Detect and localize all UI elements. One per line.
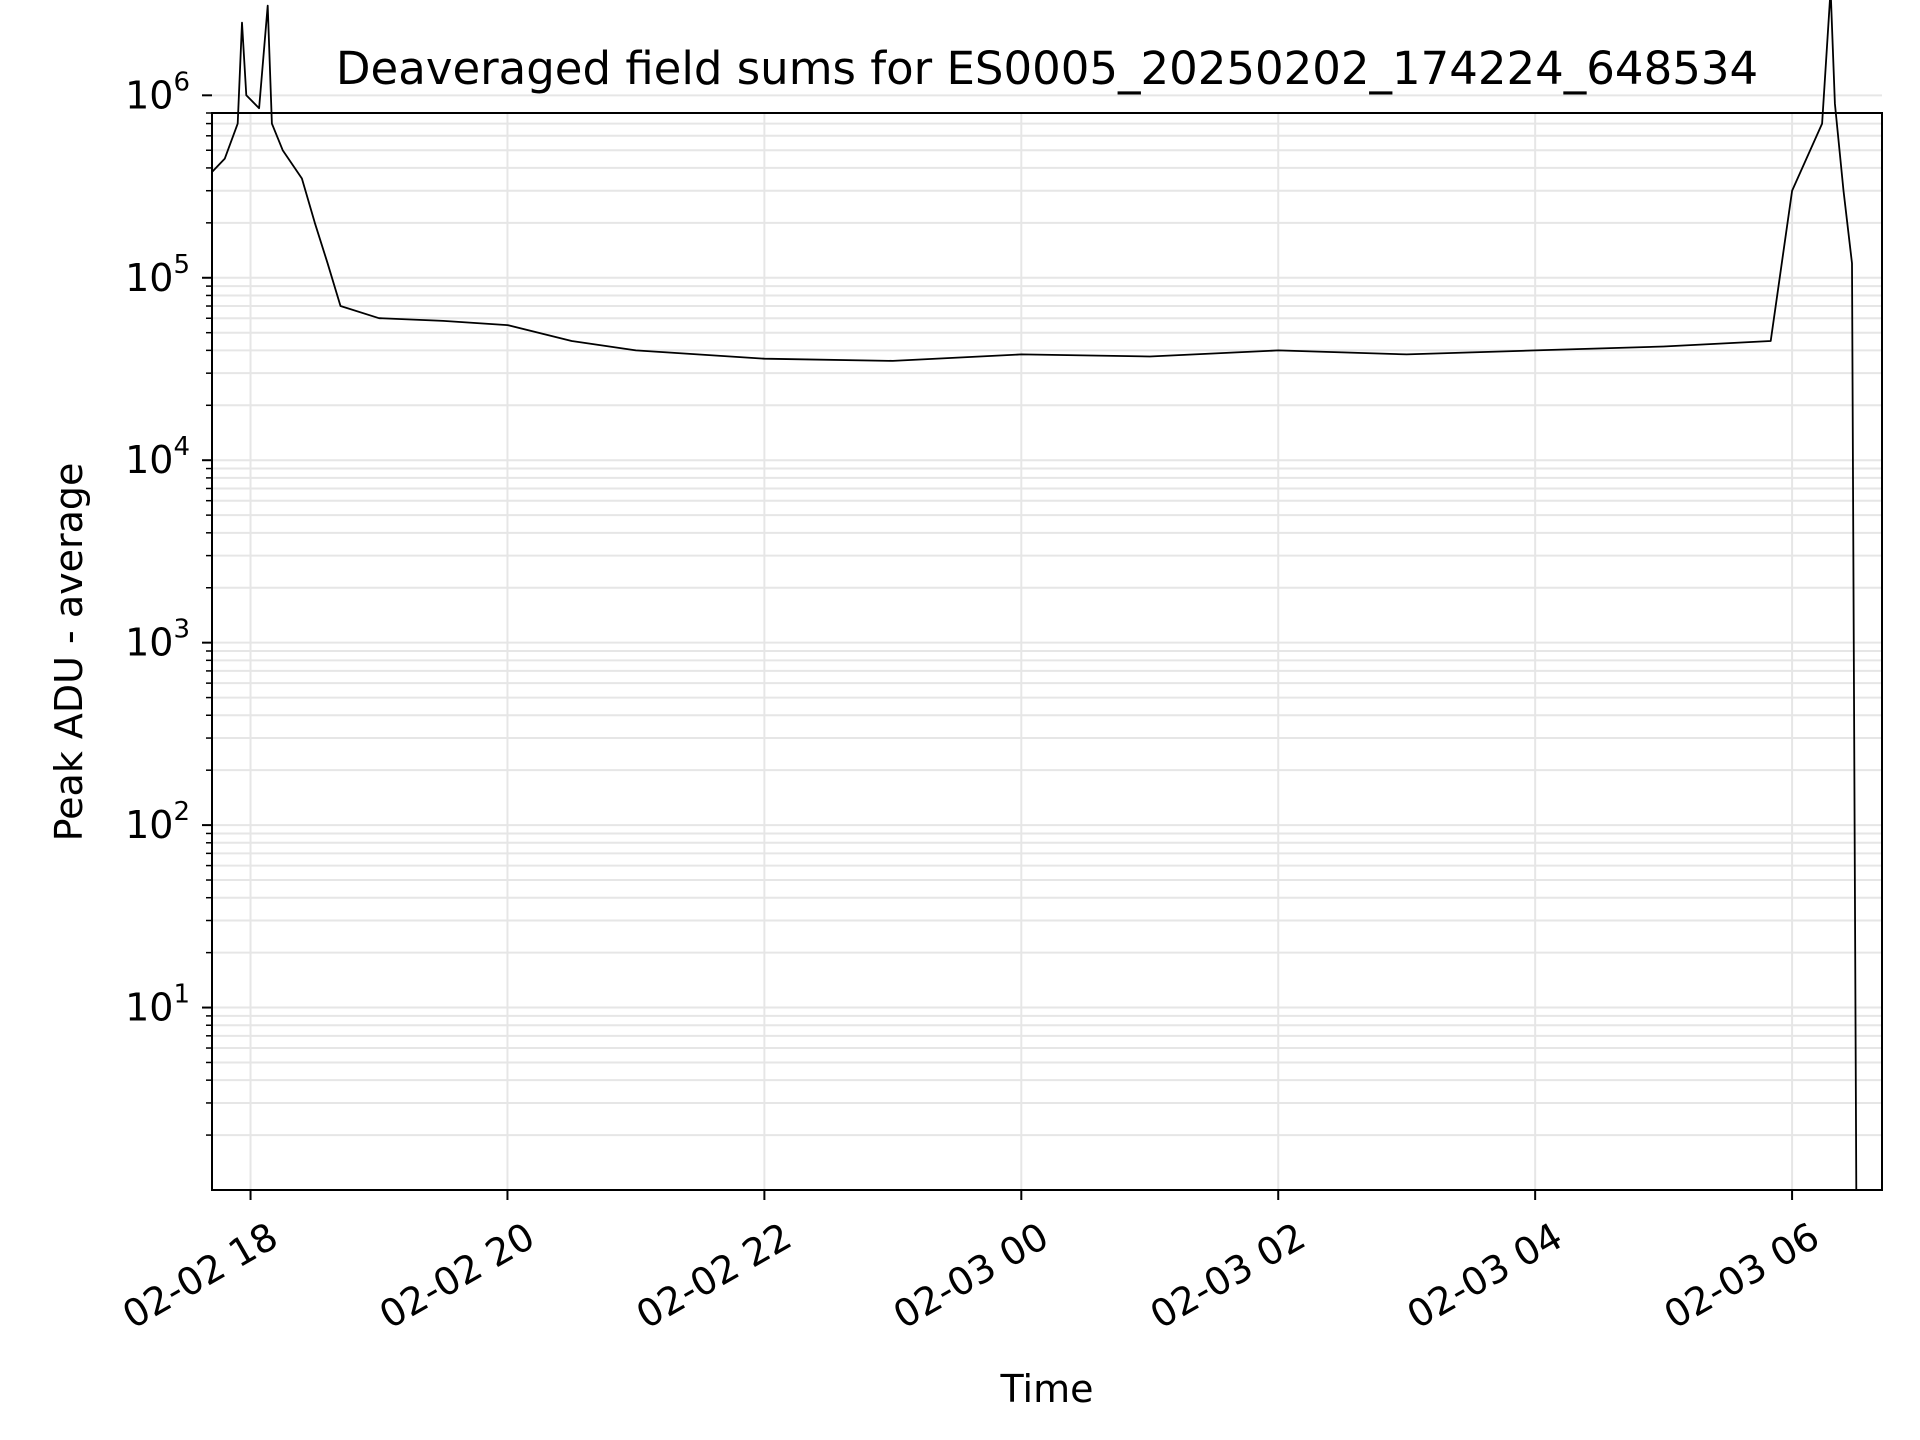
y-tick-label: 102 bbox=[125, 797, 190, 847]
y-tick-label: 104 bbox=[125, 432, 190, 482]
y-tick-label: 103 bbox=[125, 615, 190, 665]
x-axis-label: Time bbox=[1000, 1367, 1094, 1411]
series-line bbox=[211, 0, 1858, 1191]
y-axis-label: Peak ADU - average bbox=[47, 463, 91, 842]
y-tick-label: 106 bbox=[125, 67, 190, 117]
y-tick-label: 105 bbox=[125, 250, 190, 300]
chart-title: Deaveraged field sums for ES0005_2025020… bbox=[336, 42, 1758, 95]
y-tick-label: 101 bbox=[125, 980, 190, 1030]
